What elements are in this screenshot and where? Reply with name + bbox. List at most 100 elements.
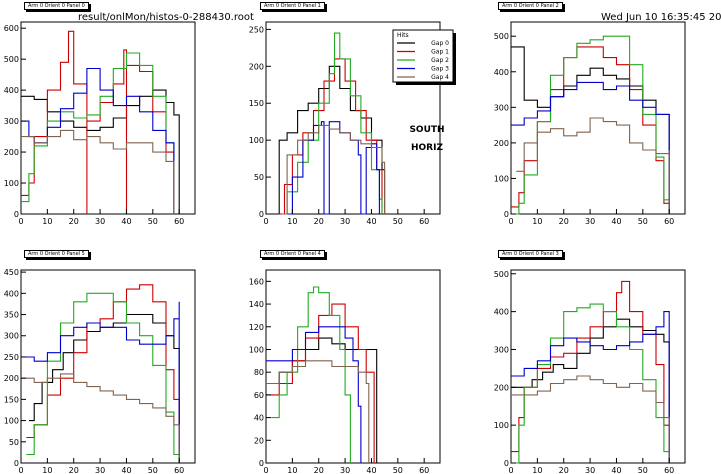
y-tick-label: 450 xyxy=(4,268,19,277)
series-gap-3 xyxy=(511,81,670,214)
plot-frame xyxy=(510,269,686,464)
x-tick-label: 50 xyxy=(148,217,158,226)
legend-entry-0: Gap 0 xyxy=(431,40,449,47)
y-tick-label: 0 xyxy=(259,459,264,468)
x-tick-label: 0 xyxy=(263,466,268,474)
x-tick-label: 10 xyxy=(532,217,542,226)
panel-3: 0 10 20 30 40 50 60 0 50 100 150 200 250 300 350 400 450 xyxy=(4,268,196,474)
series-gap-4 xyxy=(266,360,370,463)
x-tick-label: 20 xyxy=(559,217,569,226)
legend-title: Hits xyxy=(397,32,409,39)
x-tick-label: 60 xyxy=(419,217,429,226)
x-tick-label: 10 xyxy=(42,217,52,226)
y-tick-label: 100 xyxy=(249,136,264,145)
y-tick-label: 250 xyxy=(4,353,19,362)
y-tick-label: 300 xyxy=(494,345,509,354)
y-tick-label: 600 xyxy=(4,24,19,33)
y-tick-label: 50 xyxy=(9,438,19,447)
x-tick-label: 10 xyxy=(287,466,297,474)
x-tick-label: 60 xyxy=(174,466,184,474)
x-tick-label: 10 xyxy=(42,466,52,474)
x-tick-label: 40 xyxy=(611,217,621,226)
y-tick-label: 0 xyxy=(14,210,19,219)
panel-title-1: Arm 0 Orient 0 Panel 1 xyxy=(260,2,325,10)
x-tick-label: 50 xyxy=(638,217,648,226)
y-tick-label: 300 xyxy=(4,332,19,341)
series-gap-4 xyxy=(516,117,670,214)
series-gap-4 xyxy=(21,129,175,214)
y-tick-label: 80 xyxy=(254,368,264,377)
y-tick-label: 0 xyxy=(14,459,19,468)
y-tick-label: 300 xyxy=(494,103,509,112)
y-tick-label: 140 xyxy=(249,300,264,309)
y-tick-label: 350 xyxy=(4,311,19,320)
series-gap-1 xyxy=(26,284,180,463)
y-tick-label: 160 xyxy=(249,277,264,286)
x-tick-label: 40 xyxy=(366,217,376,226)
y-tick-label: 0 xyxy=(504,459,509,468)
y-tick-label: 50 xyxy=(254,173,264,182)
y-tick-label: 500 xyxy=(494,32,509,41)
y-tick-label: 500 xyxy=(4,55,19,64)
x-tick-label: 40 xyxy=(121,466,131,474)
x-tick-label: 20 xyxy=(69,217,79,226)
y-tick-label: 200 xyxy=(494,383,509,392)
y-tick-label: 20 xyxy=(254,436,264,445)
y-tick-label: 100 xyxy=(249,345,264,354)
series-gap-4 xyxy=(511,375,670,463)
annotation-horiz: HORIZ xyxy=(411,143,443,153)
x-tick-label: 30 xyxy=(95,217,105,226)
x-tick-label: 0 xyxy=(508,466,513,474)
x-tick-label: 50 xyxy=(393,217,403,226)
y-tick-label: 150 xyxy=(4,395,19,404)
panel-title-3: Arm 0 Orient 0 Panel 5 xyxy=(24,250,89,258)
y-tick-label: 120 xyxy=(249,323,264,332)
x-tick-label: 0 xyxy=(18,466,23,474)
x-tick-label: 40 xyxy=(121,217,131,226)
panel-2: 0 10 20 30 40 50 60 0 100 200 300 400 500 xyxy=(494,21,686,226)
legend-entry-3: Gap 3 xyxy=(431,66,449,73)
y-tick-label: 300 xyxy=(4,117,19,126)
x-tick-label: 20 xyxy=(314,217,324,226)
x-tick-label: 10 xyxy=(532,466,542,474)
x-tick-label: 60 xyxy=(664,466,674,474)
series-gap-3 xyxy=(21,301,180,463)
series-gap-3 xyxy=(266,326,362,463)
x-tick-label: 30 xyxy=(95,466,105,474)
file-path-label: result/onlMon/histos-0-288430.root xyxy=(78,12,254,23)
series-gap-2 xyxy=(271,286,351,463)
x-tick-label: 20 xyxy=(69,466,79,474)
series-gap-3 xyxy=(511,311,670,463)
x-tick-label: 30 xyxy=(340,466,350,474)
legend-entry-1: Gap 1 xyxy=(431,49,449,56)
y-tick-label: 100 xyxy=(4,417,19,426)
panel-title-4: Arm 0 Orient 0 Panel 4 xyxy=(260,250,325,258)
series-gap-2 xyxy=(281,32,383,215)
datetime-label: Wed Jun 10 16:35:45 2009 xyxy=(601,12,721,23)
series-gap-1 xyxy=(279,58,383,215)
y-tick-label: 150 xyxy=(249,99,264,108)
x-tick-label: 30 xyxy=(340,217,350,226)
x-tick-label: 30 xyxy=(585,466,595,474)
x-tick-label: 20 xyxy=(314,466,324,474)
legend-entry-4: Gap 4 xyxy=(431,74,449,81)
x-tick-label: 20 xyxy=(559,466,569,474)
series-gap-4 xyxy=(281,124,386,215)
y-tick-label: 100 xyxy=(494,174,509,183)
y-tick-label: 60 xyxy=(254,391,264,400)
panel-title-5: Arm 0 Orient 0 Panel 3 xyxy=(498,250,563,258)
series-gap-2 xyxy=(26,292,180,463)
legend-box xyxy=(392,29,454,83)
series-gap-2 xyxy=(511,35,670,215)
x-tick-label: 50 xyxy=(148,466,158,474)
y-tick-label: 500 xyxy=(494,270,509,279)
y-tick-label: 0 xyxy=(504,210,509,219)
y-tick-label: 400 xyxy=(4,86,19,95)
y-tick-label: 200 xyxy=(249,62,264,71)
panel-4: 0 10 20 30 40 50 60 0 20 40 60 80 100 120 140 160 xyxy=(249,269,441,474)
panel-5: 0 10 20 30 40 50 60 0 100 200 300 400 500 xyxy=(494,269,686,474)
x-tick-label: 50 xyxy=(393,466,403,474)
x-tick-label: 0 xyxy=(18,217,23,226)
y-tick-label: 100 xyxy=(494,421,509,430)
